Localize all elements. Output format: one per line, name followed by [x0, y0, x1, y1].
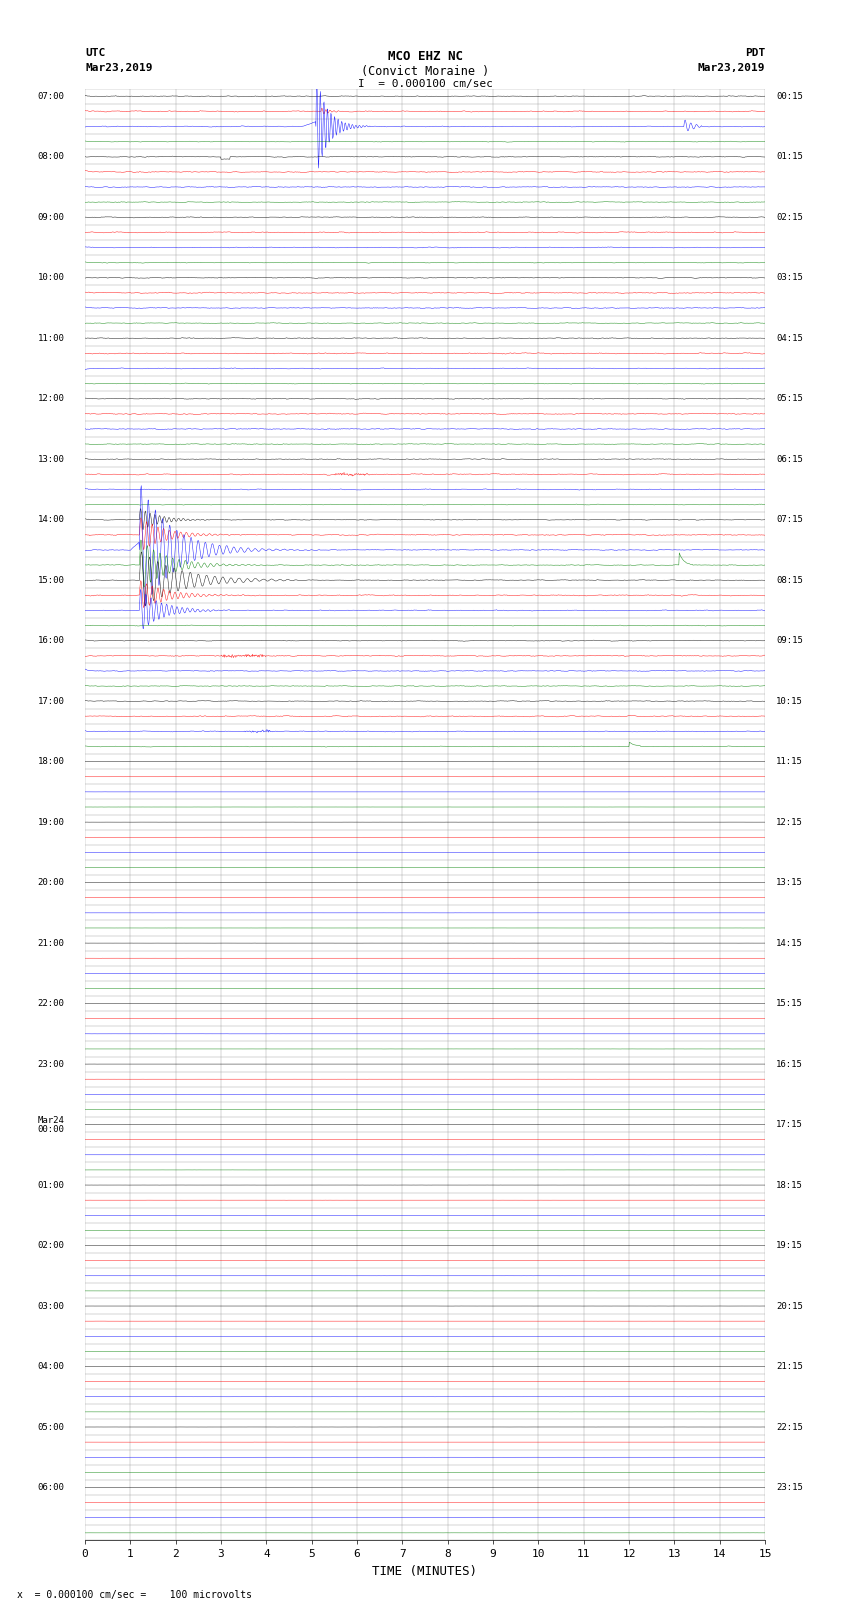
Text: 01:15: 01:15 — [776, 152, 803, 161]
Text: 11:00: 11:00 — [37, 334, 65, 342]
Text: 20:15: 20:15 — [776, 1302, 803, 1310]
Text: 21:00: 21:00 — [37, 939, 65, 947]
Text: Mar23,2019: Mar23,2019 — [85, 63, 152, 73]
Text: 16:00: 16:00 — [37, 636, 65, 645]
Text: MCO EHZ NC: MCO EHZ NC — [388, 50, 462, 63]
Text: 19:00: 19:00 — [37, 818, 65, 826]
Text: 01:00: 01:00 — [37, 1181, 65, 1189]
Text: 00:00: 00:00 — [37, 1124, 65, 1134]
Text: 10:00: 10:00 — [37, 273, 65, 282]
Text: 08:15: 08:15 — [776, 576, 803, 584]
Text: 20:00: 20:00 — [37, 877, 65, 887]
Text: 09:15: 09:15 — [776, 636, 803, 645]
Text: 23:15: 23:15 — [776, 1482, 803, 1492]
Text: Mar23,2019: Mar23,2019 — [698, 63, 765, 73]
Text: 04:15: 04:15 — [776, 334, 803, 342]
Text: 10:15: 10:15 — [776, 697, 803, 705]
Text: 02:00: 02:00 — [37, 1240, 65, 1250]
Text: 23:00: 23:00 — [37, 1060, 65, 1068]
Text: 09:00: 09:00 — [37, 213, 65, 221]
Text: x  = 0.000100 cm/sec =    100 microvolts: x = 0.000100 cm/sec = 100 microvolts — [17, 1590, 252, 1600]
Text: 07:00: 07:00 — [37, 92, 65, 100]
Text: 17:00: 17:00 — [37, 697, 65, 705]
Text: 18:15: 18:15 — [776, 1181, 803, 1189]
Text: 05:15: 05:15 — [776, 394, 803, 403]
Text: 19:15: 19:15 — [776, 1240, 803, 1250]
Text: 00:15: 00:15 — [776, 92, 803, 100]
Text: 07:15: 07:15 — [776, 515, 803, 524]
Text: 22:00: 22:00 — [37, 998, 65, 1008]
Text: 22:15: 22:15 — [776, 1423, 803, 1431]
Text: (Convict Moraine ): (Convict Moraine ) — [361, 65, 489, 77]
Text: 15:15: 15:15 — [776, 998, 803, 1008]
Text: 16:15: 16:15 — [776, 1060, 803, 1068]
Text: PDT: PDT — [745, 48, 765, 58]
Text: 12:00: 12:00 — [37, 394, 65, 403]
Text: 12:15: 12:15 — [776, 818, 803, 826]
Text: 13:15: 13:15 — [776, 877, 803, 887]
Text: 03:15: 03:15 — [776, 273, 803, 282]
Text: 14:00: 14:00 — [37, 515, 65, 524]
Text: 06:00: 06:00 — [37, 1482, 65, 1492]
Text: UTC: UTC — [85, 48, 105, 58]
Text: Mar24: Mar24 — [37, 1116, 65, 1124]
Text: 21:15: 21:15 — [776, 1361, 803, 1371]
Text: I  = 0.000100 cm/sec: I = 0.000100 cm/sec — [358, 79, 492, 89]
Text: 14:15: 14:15 — [776, 939, 803, 947]
Text: 13:00: 13:00 — [37, 455, 65, 463]
Text: 17:15: 17:15 — [776, 1119, 803, 1129]
Text: 11:15: 11:15 — [776, 756, 803, 766]
Text: 04:00: 04:00 — [37, 1361, 65, 1371]
X-axis label: TIME (MINUTES): TIME (MINUTES) — [372, 1565, 478, 1578]
Text: 03:00: 03:00 — [37, 1302, 65, 1310]
Text: 18:00: 18:00 — [37, 756, 65, 766]
Text: 15:00: 15:00 — [37, 576, 65, 584]
Text: 08:00: 08:00 — [37, 152, 65, 161]
Text: 05:00: 05:00 — [37, 1423, 65, 1431]
Text: 02:15: 02:15 — [776, 213, 803, 221]
Text: 06:15: 06:15 — [776, 455, 803, 463]
